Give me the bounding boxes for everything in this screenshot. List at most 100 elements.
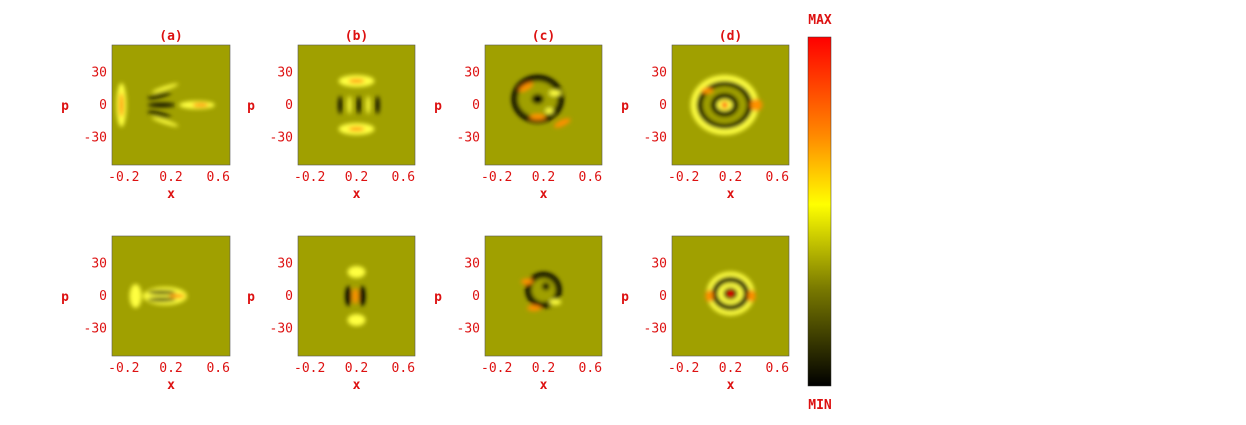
- panel-title: (a): [159, 29, 182, 44]
- plot-frame: [297, 44, 416, 166]
- y-tick-label: 30: [464, 256, 480, 271]
- y-axis-label: p: [434, 99, 442, 114]
- x-tick-label: -0.2: [108, 361, 139, 376]
- x-tick-label: 0.2: [532, 361, 555, 376]
- x-tick-label: 0.6: [766, 361, 789, 376]
- panel-d: (d) -0.2 0.2 0.6 30 0 -30 x p: [621, 29, 790, 202]
- heatmap-feature: [147, 290, 176, 295]
- heatmap-feature: [168, 294, 185, 298]
- heatmap-feature: [727, 290, 734, 297]
- heatmap-feature: [347, 266, 366, 278]
- x-tick-label: 0.6: [579, 170, 602, 185]
- y-tick-label: 0: [472, 98, 480, 113]
- y-axis-label: p: [247, 290, 255, 305]
- y-tick-label: 0: [472, 289, 480, 304]
- heatmap-feature: [375, 96, 380, 114]
- heatmap-pattern: [511, 75, 571, 128]
- x-tick-label: -0.2: [481, 361, 512, 376]
- heatmap-feature: [129, 284, 142, 308]
- panel-b: (b) -0.2 0.2 0.6 30 0 -30 x p: [247, 29, 416, 202]
- y-tick-label: 30: [464, 65, 480, 80]
- x-tick-label: -0.2: [481, 170, 512, 185]
- x-tick-label: -0.2: [294, 170, 325, 185]
- panel-b-bottom: -0.2 0.2 0.6 30 0 -30 x p: [247, 235, 416, 393]
- heatmap-feature: [518, 82, 534, 92]
- y-tick-label: -30: [270, 322, 293, 337]
- colorbar-min-label: MIN: [808, 398, 832, 413]
- heatmap-pattern: [345, 266, 366, 326]
- heatmap-feature: [549, 299, 562, 305]
- heatmap-pattern: [521, 272, 562, 311]
- panel-title: (d): [719, 29, 742, 44]
- panel-a-bottom: -0.2 0.2 0.6 30 0 -30 x p: [61, 235, 231, 393]
- x-tick-label: -0.2: [294, 361, 325, 376]
- x-tick-label: 0.2: [719, 361, 742, 376]
- heatmap-feature: [541, 282, 550, 291]
- heatmap-feature: [553, 118, 571, 128]
- plot-frame: [111, 235, 231, 357]
- heatmap-feature: [359, 286, 366, 306]
- y-tick-label: -30: [270, 131, 293, 146]
- panel-a: (a) -0.2 0.2 0.6 30 0 -30 x p: [61, 29, 231, 202]
- heatmap-pattern: [690, 75, 763, 135]
- x-tick-label: 0.6: [206, 361, 229, 376]
- heatmap-feature: [151, 117, 179, 127]
- y-tick-label: 30: [277, 256, 293, 271]
- y-tick-label: 0: [659, 289, 667, 304]
- panel-title: (b): [345, 29, 368, 44]
- y-tick-label: 0: [659, 98, 667, 113]
- plot-frame: [297, 235, 416, 357]
- y-tick-label: -30: [644, 131, 667, 146]
- plot-area: [298, 45, 415, 165]
- heatmap-feature: [147, 111, 171, 119]
- x-tick-label: 0.6: [766, 170, 789, 185]
- heatmap-feature: [192, 103, 209, 107]
- y-tick-label: 30: [91, 256, 107, 271]
- panel-title: (c): [532, 29, 555, 44]
- y-tick-label: -30: [457, 131, 480, 146]
- x-axis-label: x: [540, 378, 548, 393]
- heatmap-feature: [345, 286, 352, 306]
- heatmap-pattern: [116, 83, 215, 127]
- y-tick-label: -30: [644, 322, 667, 337]
- y-tick-label: 0: [285, 98, 293, 113]
- plot-frame: [671, 44, 790, 166]
- y-tick-label: -30: [84, 322, 107, 337]
- panel-d-bottom: -0.2 0.2 0.6 30 0 -30 x p: [621, 235, 790, 393]
- x-tick-label: 0.2: [719, 170, 742, 185]
- heatmap-feature: [527, 305, 542, 311]
- x-axis-label: x: [727, 187, 735, 202]
- heatmap-feature: [348, 127, 365, 131]
- heatmap-feature: [348, 79, 365, 83]
- y-tick-label: -30: [84, 131, 107, 146]
- x-axis-label: x: [353, 378, 361, 393]
- x-tick-label: 0.6: [579, 361, 602, 376]
- heatmap-feature: [119, 93, 124, 117]
- heatmap-feature: [347, 96, 352, 114]
- y-axis-label: p: [61, 99, 69, 114]
- heatmap-feature: [531, 278, 556, 302]
- heatmap-feature: [151, 83, 179, 93]
- heatmap-feature: [545, 108, 554, 114]
- panel-c-bottom: -0.2 0.2 0.6 30 0 -30 x p: [434, 235, 603, 393]
- x-tick-label: 0.2: [345, 170, 368, 185]
- x-axis-label: x: [167, 378, 175, 393]
- plot-frame: [671, 235, 790, 357]
- y-tick-label: 30: [651, 256, 667, 271]
- y-axis-label: p: [621, 290, 629, 305]
- x-tick-label: 0.2: [159, 361, 182, 376]
- y-axis-label: p: [621, 99, 629, 114]
- x-axis-label: x: [540, 187, 548, 202]
- x-tick-label: -0.2: [668, 361, 699, 376]
- heatmap-feature: [549, 90, 562, 96]
- heatmap-feature: [750, 99, 763, 111]
- x-tick-label: 0.2: [532, 170, 555, 185]
- x-axis-label: x: [167, 187, 175, 202]
- x-tick-label: 0.6: [206, 170, 229, 185]
- y-axis-label: p: [247, 99, 255, 114]
- x-tick-label: -0.2: [668, 170, 699, 185]
- y-tick-label: 30: [277, 65, 293, 80]
- heatmap-pattern: [338, 75, 380, 135]
- plot-frame: [111, 44, 231, 166]
